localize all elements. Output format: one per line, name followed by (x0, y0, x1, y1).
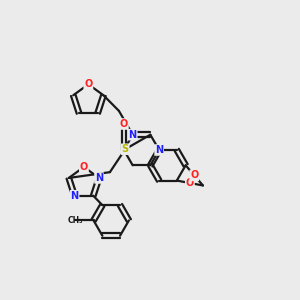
Text: CH₃: CH₃ (68, 216, 83, 225)
Text: N: N (155, 145, 163, 155)
Text: O: O (186, 178, 194, 188)
Text: O: O (84, 79, 92, 89)
Text: S: S (122, 144, 129, 154)
Text: N: N (95, 173, 103, 183)
Text: O: O (190, 170, 198, 180)
Text: N: N (70, 191, 79, 201)
Text: O: O (80, 162, 88, 172)
Text: O: O (120, 119, 128, 129)
Text: N: N (129, 130, 137, 140)
